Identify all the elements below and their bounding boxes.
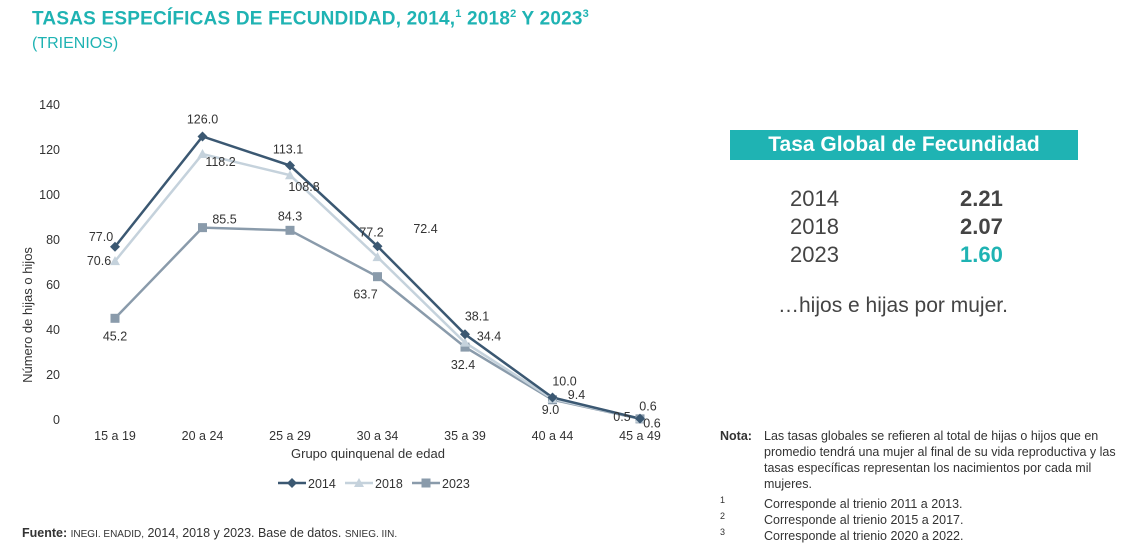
point-2023 xyxy=(110,313,120,323)
data-label: 126.0 xyxy=(187,113,218,127)
data-label: 0.5 xyxy=(613,410,630,424)
data-label: 108.8 xyxy=(288,180,319,194)
y-tick-label: 140 xyxy=(39,98,60,112)
data-label: 63.7 xyxy=(353,288,377,302)
y-tick-label: 120 xyxy=(39,143,60,157)
x-tick-label: 15 a 19 xyxy=(94,429,136,443)
data-label: 32.4 xyxy=(451,358,475,372)
tgf-row-2018: 2018 2.07 xyxy=(790,213,1003,241)
point-2014 xyxy=(197,131,208,142)
x-axis-ticks: 15 a 19 20 a 24 25 a 29 30 a 34 35 a 39 40 a … xyxy=(94,429,661,443)
x-tick-label: 40 a 44 xyxy=(532,429,574,443)
point-2023 xyxy=(198,223,207,233)
chart-title: TASAS ESPECÍFICAS DE FECUNDIDAD, 2014,1 … xyxy=(32,8,589,30)
footnote-text: Corresponde al trienio 2011 a 2013. xyxy=(764,497,963,511)
footnote-number: 1 xyxy=(720,495,726,505)
footnote-text: Corresponde al trienio 2015 a 2017. xyxy=(764,513,964,527)
point-2023 xyxy=(373,272,382,282)
x-axis-label: Grupo quinquenal de edad xyxy=(291,446,445,461)
data-label: 85.5 xyxy=(212,213,236,227)
footnote-number: 2 xyxy=(720,511,726,521)
y-tick-label: 60 xyxy=(46,278,60,292)
tgf-row-2023: 2023 1.60 xyxy=(790,241,1003,269)
data-label: 77.0 xyxy=(89,230,113,244)
y-tick-label: 40 xyxy=(46,323,60,337)
tgf-year: 2023 xyxy=(790,242,839,267)
point-2018 xyxy=(285,170,295,180)
point-2023 xyxy=(285,225,295,235)
source-years: 2014, 2018 y 2023. Base de datos. xyxy=(143,526,342,540)
point-2014 xyxy=(285,160,295,171)
tgf-value: 2.07 xyxy=(960,214,1003,239)
data-label: 9.0 xyxy=(542,403,559,417)
footnote-1: 1 Corresponde al trienio 2011 a 2013. xyxy=(720,495,963,511)
legend-marker xyxy=(421,478,431,488)
x-tick-label: 30 a 34 xyxy=(357,429,399,443)
note: Nota: Las tasas globales se refieren al … xyxy=(720,428,1130,492)
point-2023 xyxy=(460,342,470,352)
legend: 2014 2018 2023 xyxy=(278,477,470,491)
data-label: 84.3 xyxy=(278,209,302,223)
data-label: 10.0 xyxy=(552,375,576,389)
tgf-year: 2018 xyxy=(790,214,839,239)
tgf-row-2014: 2014 2.21 xyxy=(790,185,1003,213)
legend-label: 2014 xyxy=(308,477,336,491)
note-text: Las tasas globales se refieren al total … xyxy=(764,429,1116,491)
point-2018 xyxy=(197,149,208,159)
legend-marker xyxy=(287,478,297,488)
y-tick-label: 100 xyxy=(39,188,60,202)
legend-label: 2018 xyxy=(375,477,403,491)
data-label: 118.2 xyxy=(205,155,235,169)
point-2018 xyxy=(372,252,383,262)
data-label: 34.4 xyxy=(477,330,501,344)
source-label: Fuente: xyxy=(22,526,68,540)
x-tick-label: 35 a 39 xyxy=(444,429,486,443)
data-label: 0.6 xyxy=(643,417,660,431)
data-label: 113.1 xyxy=(273,143,303,157)
data-label: 9.4 xyxy=(568,388,585,402)
data-label: 45.2 xyxy=(103,329,127,343)
legend-label: 2023 xyxy=(442,477,470,491)
tgf-header: Tasa Global de Fecundidad xyxy=(730,130,1078,160)
data-label: 77.2 xyxy=(359,225,383,239)
tgf-table: 2014 2.21 2018 2.07 2023 1.60 xyxy=(790,185,1003,269)
x-tick-label: 20 a 24 xyxy=(182,429,224,443)
y-tick-label: 0 xyxy=(53,413,60,427)
point-2014 xyxy=(460,329,470,340)
point-2014 xyxy=(635,413,645,424)
point-2018 xyxy=(460,337,470,347)
footnote-3: 3 Corresponde al trienio 2020 a 2022. xyxy=(720,527,964,543)
tgf-value: 2.21 xyxy=(960,186,1003,211)
source-org: INEGI. ENADID, xyxy=(70,529,144,540)
source-line: Fuente: INEGI. ENADID, 2014, 2018 y 2023… xyxy=(22,526,397,540)
x-tick-label: 45 a 49 xyxy=(619,429,661,443)
tgf-value: 1.60 xyxy=(960,242,1003,267)
series-markers xyxy=(110,131,645,424)
chart-subtitle: (TRIENIOS) xyxy=(32,35,119,52)
data-label: 0.6 xyxy=(639,400,656,414)
data-label: 70.6 xyxy=(87,254,111,268)
y-tick-label: 80 xyxy=(46,233,60,247)
note-label: Nota: xyxy=(720,429,752,443)
tgf-caption: …hijos e hijas por mujer. xyxy=(778,294,1008,317)
y-axis-label: Número de hijas o hijos xyxy=(20,247,35,383)
point-2018 xyxy=(110,256,120,266)
x-tick-label: 25 a 29 xyxy=(269,429,311,443)
footnote-text: Corresponde al trienio 2020 a 2022. xyxy=(764,529,964,543)
data-label: 72.4 xyxy=(413,222,437,236)
footnote-number: 3 xyxy=(720,527,726,537)
data-labels: 77.0 126.0 113.1 77.2 38.1 10.0 0.6 70.6 118.2 10… xyxy=(87,113,661,431)
legend-marker xyxy=(354,478,364,487)
footnote-2: 2 Corresponde al trienio 2015 a 2017. xyxy=(720,511,964,527)
tgf-year: 2014 xyxy=(790,186,839,211)
point-2014 xyxy=(110,241,120,252)
source-tail: SNIEG. IIN. xyxy=(344,529,398,540)
y-tick-label: 20 xyxy=(46,368,60,382)
data-label: 38.1 xyxy=(465,309,489,323)
fertility-line-chart: 0 20 40 60 80 100 120 140 15 a 19 20 a 24 25 a 29… xyxy=(20,98,661,491)
point-2014 xyxy=(547,392,558,403)
y-axis-ticks: 0 20 40 60 80 100 120 140 xyxy=(39,98,60,427)
point-2014 xyxy=(372,241,383,252)
